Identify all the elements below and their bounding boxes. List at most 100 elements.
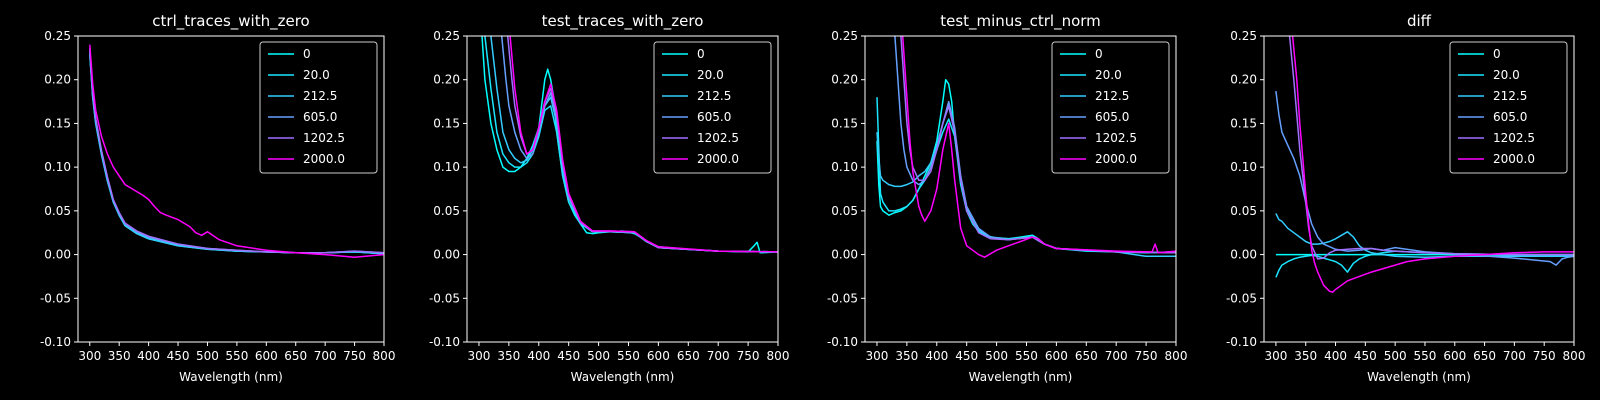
legend-entry-label: 20.0 xyxy=(1493,68,1520,82)
y-tick-label: 0.25 xyxy=(433,29,460,43)
y-tick-label: -0.05 xyxy=(429,291,460,305)
x-tick-label: 450 xyxy=(955,349,978,363)
x-tick-label: 500 xyxy=(196,349,219,363)
x-tick-label: 450 xyxy=(1354,349,1377,363)
legend: 0 20.0 212.5 605.0 1202.5 2000.0 xyxy=(259,41,378,174)
y-tick-label: 0.25 xyxy=(831,29,858,43)
legend-entry-label: 212.5 xyxy=(1095,89,1129,103)
x-tick-label: 600 xyxy=(647,349,670,363)
x-tick-label: 700 xyxy=(1105,349,1128,363)
y-tick-label: -0.05 xyxy=(1226,291,1257,305)
y-tick-label: 0.05 xyxy=(831,204,858,218)
x-tick-label: 700 xyxy=(707,349,730,363)
legend-entry-label: 212.5 xyxy=(303,89,337,103)
chart-panel-2: 300 350 400 450 500 550 600 650 700 750 800 -0.10 -0… xyxy=(827,12,1188,384)
chart-title: test_traces_with_zero xyxy=(542,12,704,31)
x-tick-label: 550 xyxy=(1015,349,1038,363)
x-tick-label: 350 xyxy=(1294,349,1317,363)
x-tick-label: 500 xyxy=(587,349,610,363)
x-tick-label: 500 xyxy=(1384,349,1407,363)
y-tick-label: 0.25 xyxy=(44,29,71,43)
series-line-212.5 xyxy=(1275,213,1574,258)
x-tick-label: 400 xyxy=(527,349,550,363)
chart-title: ctrl_traces_with_zero xyxy=(152,12,309,31)
y-tick-label: 0.05 xyxy=(1230,204,1257,218)
legend-entry-label: 20.0 xyxy=(697,68,724,82)
legend-entry-label: 2000.0 xyxy=(303,152,345,166)
chart-panel-1: 300 350 400 450 500 550 600 650 700 750 800 -0.10 -0… xyxy=(429,12,790,384)
x-tick-label: 300 xyxy=(1264,349,1287,363)
x-axis-label: Wavelength (nm) xyxy=(969,370,1073,384)
x-tick-label: 300 xyxy=(866,349,889,363)
legend-entry-label: 0 xyxy=(1095,47,1103,61)
x-tick-label: 600 xyxy=(1045,349,1068,363)
x-tick-label: 300 xyxy=(78,349,101,363)
x-tick-label: 800 xyxy=(1563,349,1586,363)
x-tick-label: 500 xyxy=(985,349,1008,363)
y-tick-label: 0.15 xyxy=(433,116,460,130)
x-tick-label: 650 xyxy=(1473,349,1496,363)
legend-entry-label: 605.0 xyxy=(1493,110,1527,124)
x-tick-label: 650 xyxy=(1075,349,1098,363)
legend-entry-label: 20.0 xyxy=(1095,68,1122,82)
chart-panel-0: 300 350 400 450 500 550 600 650 700 750 800 -0.10 -0… xyxy=(40,12,396,384)
series-line-605.0 xyxy=(1275,91,1574,266)
y-tick-label: 0.15 xyxy=(831,116,858,130)
y-tick-label: -0.10 xyxy=(827,335,858,349)
y-tick-label: 0.20 xyxy=(831,73,858,87)
legend-entry-label: 0 xyxy=(1493,47,1501,61)
series-group xyxy=(89,44,384,258)
series-group xyxy=(1275,36,1574,293)
y-tick-label: -0.10 xyxy=(429,335,460,349)
chart-title: test_minus_ctrl_norm xyxy=(940,12,1101,31)
x-tick-label: 650 xyxy=(677,349,700,363)
x-axis-label: Wavelength (nm) xyxy=(1367,370,1471,384)
y-tick-label: 0.20 xyxy=(433,73,460,87)
y-tick-label: 0.15 xyxy=(44,116,71,130)
y-tick-label: 0.20 xyxy=(1230,73,1257,87)
x-tick-label: 800 xyxy=(1165,349,1188,363)
x-axis-label: Wavelength (nm) xyxy=(571,370,675,384)
x-tick-label: 350 xyxy=(895,349,918,363)
x-tick-label: 650 xyxy=(284,349,307,363)
x-tick-label: 550 xyxy=(225,349,248,363)
y-tick-label: 0.15 xyxy=(1230,116,1257,130)
y-tick-label: 0.05 xyxy=(44,204,71,218)
x-tick-label: 450 xyxy=(167,349,190,363)
legend-entry-label: 0 xyxy=(697,47,705,61)
x-tick-label: 600 xyxy=(255,349,278,363)
legend-entry-label: 2000.0 xyxy=(1493,152,1535,166)
series-group xyxy=(481,36,778,254)
x-tick-label: 400 xyxy=(137,349,160,363)
x-tick-label: 450 xyxy=(557,349,580,363)
legend-entry-label: 605.0 xyxy=(1095,110,1129,124)
axes-frame xyxy=(1263,35,1575,343)
y-tick-label: 0.10 xyxy=(1230,160,1257,174)
x-tick-label: 550 xyxy=(1414,349,1437,363)
axes-frame xyxy=(77,35,385,343)
x-tick-label: 800 xyxy=(373,349,396,363)
x-tick-label: 750 xyxy=(343,349,366,363)
y-tick-label: 0.00 xyxy=(433,248,460,262)
x-axis-label: Wavelength (nm) xyxy=(179,370,283,384)
legend-entry-label: 605.0 xyxy=(303,110,337,124)
legend-entry-label: 0 xyxy=(303,47,311,61)
axes-frame xyxy=(864,35,1177,343)
x-tick-label: 700 xyxy=(1503,349,1526,363)
x-tick-label: 350 xyxy=(497,349,520,363)
y-tick-label: 0.20 xyxy=(44,73,71,87)
x-tick-label: 550 xyxy=(617,349,640,363)
x-tick-label: 400 xyxy=(1324,349,1347,363)
y-tick-label: 0.10 xyxy=(433,160,460,174)
y-tick-label: -0.10 xyxy=(1226,335,1257,349)
legend: 0 20.0 212.5 605.0 1202.5 2000.0 xyxy=(1449,41,1568,174)
y-tick-label: 0.10 xyxy=(831,160,858,174)
y-tick-label: -0.10 xyxy=(40,335,71,349)
x-tick-label: 750 xyxy=(737,349,760,363)
series-line-2000.0 xyxy=(89,44,384,258)
legend-entry-label: 20.0 xyxy=(303,68,330,82)
legend-entry-label: 2000.0 xyxy=(1095,152,1137,166)
x-tick-label: 750 xyxy=(1533,349,1556,363)
legend-entry-label: 1202.5 xyxy=(303,131,345,145)
legend-entry-label: 1202.5 xyxy=(1493,131,1535,145)
